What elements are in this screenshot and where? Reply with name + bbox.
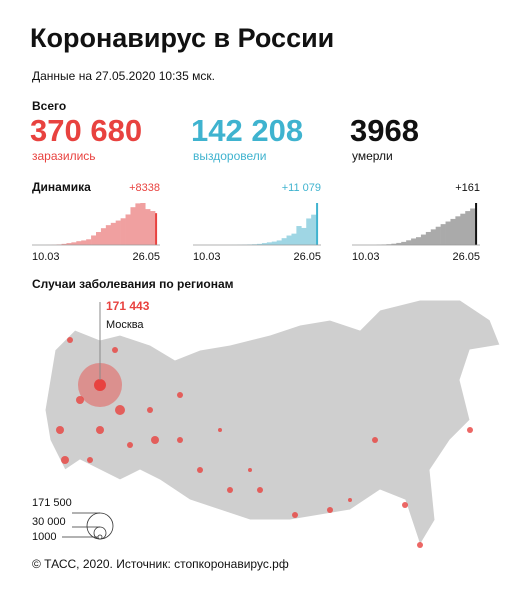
footer: © ТАСС, 2020. Источник: стопкоронавирус.… <box>32 557 289 571</box>
bar <box>287 236 292 245</box>
bar <box>455 216 460 245</box>
bar <box>441 224 446 245</box>
bar <box>460 214 465 245</box>
bar <box>150 211 155 245</box>
bar <box>282 238 287 245</box>
bar <box>416 237 421 245</box>
legend-label: 171 500 <box>32 497 72 509</box>
bar <box>306 218 311 245</box>
bar <box>130 207 135 245</box>
bar <box>426 232 431 245</box>
total-value: 3968 <box>350 113 419 148</box>
total-value: 370 680 <box>30 113 142 148</box>
bar <box>431 229 436 245</box>
bar <box>91 235 96 245</box>
bar <box>121 218 126 245</box>
start-date: 10.03 <box>352 251 380 263</box>
bar <box>406 240 411 245</box>
total-caption: умерли <box>352 149 393 163</box>
bar <box>291 234 296 245</box>
bar <box>96 232 101 245</box>
bar <box>111 223 116 245</box>
legend-label: 30 000 <box>32 516 66 528</box>
start-date: 10.03 <box>32 251 60 263</box>
peak-label: +161 <box>455 182 480 194</box>
bar <box>126 214 131 245</box>
bar <box>465 211 470 245</box>
bar <box>155 213 157 245</box>
bar <box>140 203 145 245</box>
bar <box>436 227 441 245</box>
bar <box>401 242 406 245</box>
peak-label: +11 079 <box>282 182 321 194</box>
end-date: 26.05 <box>132 251 160 263</box>
bar <box>76 241 81 245</box>
end-date: 26.05 <box>293 251 321 263</box>
map-title: Случаи заболевания по регионам <box>32 277 234 291</box>
bar <box>311 215 316 245</box>
title: Коронавирус в России <box>30 23 334 53</box>
moscow-name: Москва <box>106 319 144 331</box>
totals-label: Всего <box>32 99 66 113</box>
moscow-value: 171 443 <box>106 299 150 313</box>
bar <box>116 221 121 245</box>
bar <box>296 226 301 245</box>
bar <box>316 203 318 245</box>
bar <box>277 240 282 245</box>
bar <box>106 225 111 245</box>
map <box>45 300 500 548</box>
legend-circles <box>62 513 113 539</box>
end-date: 26.05 <box>452 251 480 263</box>
bar <box>71 242 76 245</box>
peak-label: +8338 <box>129 182 160 194</box>
bar <box>86 239 91 245</box>
bar <box>446 222 451 245</box>
bar <box>450 219 455 245</box>
bar <box>81 240 86 245</box>
total-value: 142 208 <box>191 113 303 148</box>
bar <box>272 242 277 245</box>
bar <box>411 238 416 245</box>
bar <box>470 208 475 245</box>
moscow-dot <box>94 379 106 391</box>
date: Данные на 27.05.2020 10:35 мск. <box>32 69 215 83</box>
bar <box>101 228 106 245</box>
total-caption: выздоровели <box>193 149 266 163</box>
start-date: 10.03 <box>193 251 221 263</box>
bar <box>135 203 140 245</box>
legend-label: 1000 <box>32 531 56 543</box>
total-caption: заразились <box>32 149 96 163</box>
bar <box>421 235 426 245</box>
dynamics-label: Динамика <box>32 180 91 194</box>
bar <box>145 209 150 245</box>
bar <box>475 203 477 245</box>
bar <box>301 228 306 245</box>
russia-shape <box>45 300 500 545</box>
